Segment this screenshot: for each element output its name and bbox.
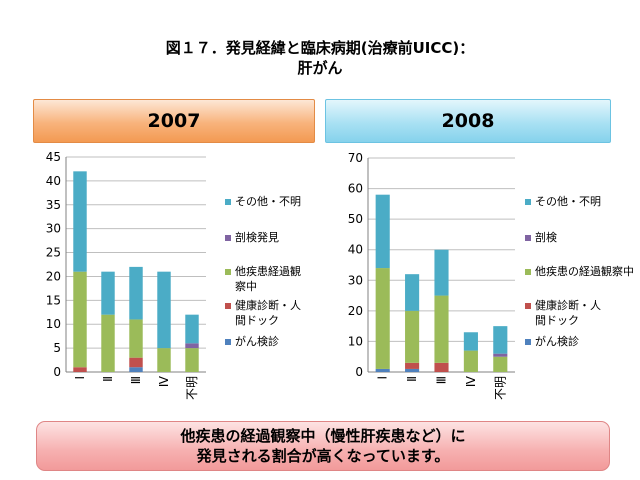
x-tick-label: Ⅰ	[73, 376, 87, 380]
bar-segment	[463, 350, 478, 372]
y-tick-label: 30	[46, 222, 61, 236]
bar-segment	[375, 268, 390, 369]
y-tick-label: 40	[46, 174, 61, 188]
legend-label: 剖検	[535, 230, 557, 244]
bar-segment	[185, 348, 199, 372]
x-tick-label: 不明	[493, 376, 507, 400]
legend-label: 健康診断・人間ドック	[535, 298, 601, 327]
legend-swatch	[525, 235, 531, 241]
bar-segment	[73, 171, 87, 272]
summary-line-2: 発見される割合が高くなっています。	[196, 447, 450, 465]
y-tick-label: 10	[46, 317, 61, 331]
legend-label: 他疾患の経過観察中	[535, 264, 634, 278]
bar-segment	[493, 353, 508, 357]
legend-swatch	[525, 339, 531, 345]
y-tick-label: 45	[46, 150, 61, 164]
chart-2007: 0 5 10 15 20 25 30 35 40 45 Ⅰ Ⅱ Ⅲ Ⅳ 不明 その他・不明剖検発見他疾患経過観…	[46, 150, 301, 400]
chart-2008: 0 10 20 30 40 50 60 70 Ⅰ Ⅱ Ⅲ Ⅳ 不明 その他・不明剖検他疾患の経過観察中健康…	[348, 151, 634, 400]
bar-segment	[101, 314, 115, 372]
year-header-2008: 2008	[325, 99, 611, 143]
x-tick-label: Ⅳ	[464, 376, 478, 387]
year-header-2007: 2007	[33, 99, 315, 143]
bar-segment	[405, 274, 420, 311]
bar-segment	[185, 314, 199, 344]
y-tick-label: 0	[355, 365, 363, 379]
legend-label: その他・不明	[535, 195, 601, 208]
summary-box: 他疾患の経過観察中（慢性肝疾患など）に 発見される割合が高くなっています。	[36, 421, 610, 471]
y-tick-label: 20	[348, 304, 363, 318]
bar-segment	[129, 367, 143, 372]
bar-segment	[434, 295, 449, 363]
bar-segment	[375, 194, 390, 269]
bar-segment	[157, 271, 171, 349]
legend-label: 健康診断・人間ドック	[235, 298, 301, 327]
y-tick-label: 70	[348, 151, 363, 165]
y-tick-label: 15	[46, 293, 61, 307]
bar-segment	[101, 271, 115, 315]
bar-segment	[493, 326, 508, 354]
legend-swatch	[225, 235, 231, 241]
y-tick-label: 25	[46, 246, 61, 260]
x-tick-label: Ⅰ	[376, 376, 390, 380]
y-tick-label: 50	[348, 212, 363, 226]
legend-swatch	[225, 303, 231, 309]
x-tick-label: Ⅱ	[405, 376, 419, 382]
y-tick-label: 40	[348, 243, 363, 257]
legend-swatch	[225, 199, 231, 205]
y-tick-label: 35	[46, 198, 61, 212]
y-tick-label: 20	[46, 269, 61, 283]
bar-segment	[73, 271, 87, 368]
bar-segment	[493, 356, 508, 372]
bar-segment	[185, 343, 199, 349]
legend-label: がん検診	[235, 334, 279, 348]
x-tick-label: 不明	[185, 376, 199, 400]
x-tick-label: Ⅱ	[101, 376, 115, 382]
figure-subtitle: 肝がん	[297, 59, 343, 77]
bar-segment	[463, 332, 478, 351]
year-label-2008: 2008	[441, 110, 495, 132]
legend-label: 他疾患経過観察中	[235, 264, 301, 293]
bar-segment	[434, 249, 449, 296]
figure-title: 図１７．発見経緯と臨床病期(治療前UICC)：	[165, 39, 475, 57]
y-tick-label: 60	[348, 182, 363, 196]
bar-segment	[73, 367, 87, 372]
bar-segment	[129, 319, 143, 358]
bar-segment	[434, 362, 449, 372]
legend-label: その他・不明	[235, 195, 301, 208]
bar-segment	[129, 266, 143, 320]
bar-segment	[405, 368, 420, 372]
y-tick-label: 0	[53, 365, 61, 379]
year-label-2007: 2007	[147, 110, 201, 132]
legend-swatch	[525, 199, 531, 205]
y-tick-label: 30	[348, 273, 363, 287]
bar-segment	[405, 310, 420, 363]
legend-swatch	[525, 269, 531, 275]
legend-label: がん検診	[535, 334, 579, 348]
legend-label: 剖検発見	[235, 230, 279, 244]
y-tick-label: 5	[53, 341, 61, 355]
bar-segment	[157, 348, 171, 372]
y-tick-label: 10	[348, 334, 363, 348]
legend-swatch	[225, 269, 231, 275]
x-tick-label: Ⅲ	[129, 376, 143, 384]
legend-swatch	[525, 303, 531, 309]
bar-segment	[129, 357, 143, 368]
x-tick-label: Ⅳ	[157, 376, 171, 387]
legend-swatch	[225, 339, 231, 345]
bar-segment	[405, 362, 420, 369]
x-tick-label: Ⅲ	[435, 376, 449, 384]
summary-line-1: 他疾患の経過観察中（慢性肝疾患など）に	[180, 427, 466, 445]
bar-segment	[375, 368, 390, 372]
